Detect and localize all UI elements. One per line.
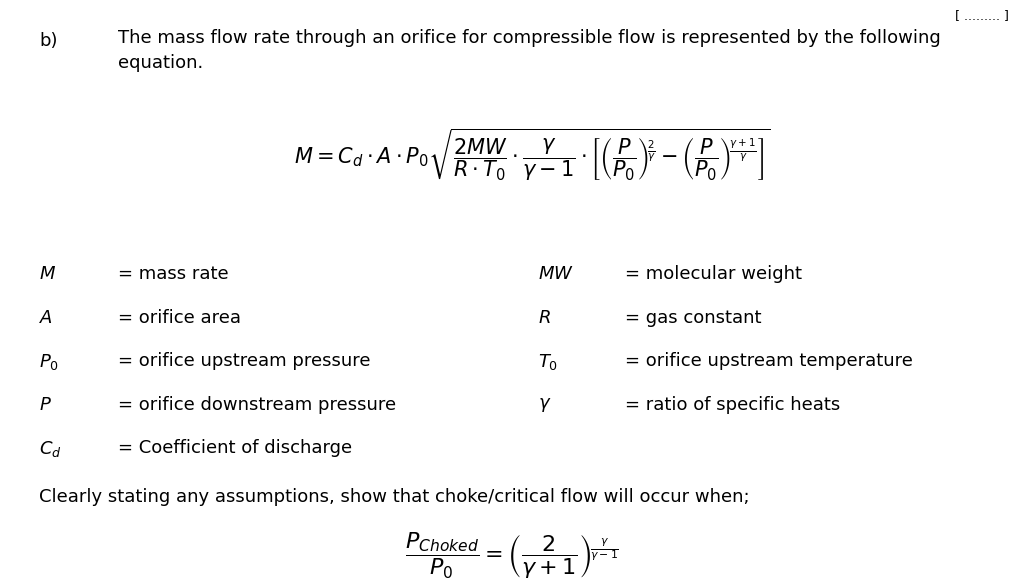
- Text: = gas constant: = gas constant: [625, 309, 761, 327]
- Text: = orifice upstream temperature: = orifice upstream temperature: [625, 352, 912, 370]
- Text: [ ......... ]: [ ......... ]: [954, 9, 1009, 22]
- Text: $P_0$: $P_0$: [39, 352, 59, 372]
- Text: = molecular weight: = molecular weight: [625, 265, 802, 284]
- Text: $\dfrac{P_{Choked}}{P_0} = \left(\dfrac{2}{\gamma + 1}\right)^{\!\frac{\gamma}{\: $\dfrac{P_{Choked}}{P_0} = \left(\dfrac{…: [406, 531, 618, 581]
- Text: The mass flow rate through an orifice for compressible flow is represented by th: The mass flow rate through an orifice fo…: [118, 29, 940, 48]
- Text: $T_0$: $T_0$: [538, 352, 558, 372]
- Text: $M = C_d \cdot A \cdot P_0 \sqrt{\dfrac{2MW}{R \cdot T_0} \cdot \dfrac{\gamma}{\: $M = C_d \cdot A \cdot P_0 \sqrt{\dfrac{…: [294, 127, 771, 184]
- Text: $R$: $R$: [538, 309, 550, 327]
- Text: = orifice downstream pressure: = orifice downstream pressure: [118, 396, 396, 414]
- Text: Clearly stating any assumptions, show that choke/critical flow will occur when;: Clearly stating any assumptions, show th…: [39, 488, 750, 507]
- Text: $MW$: $MW$: [538, 265, 573, 284]
- Text: = orifice upstream pressure: = orifice upstream pressure: [118, 352, 371, 370]
- Text: $A$: $A$: [39, 309, 53, 327]
- Text: = Coefficient of discharge: = Coefficient of discharge: [118, 439, 352, 457]
- Text: $M$: $M$: [39, 265, 56, 284]
- Text: b): b): [39, 32, 57, 50]
- Text: $C_d$: $C_d$: [39, 439, 61, 459]
- Text: equation.: equation.: [118, 54, 203, 72]
- Text: = orifice area: = orifice area: [118, 309, 241, 327]
- Text: $\gamma$: $\gamma$: [538, 396, 551, 414]
- Text: = ratio of specific heats: = ratio of specific heats: [625, 396, 840, 414]
- Text: = mass rate: = mass rate: [118, 265, 228, 284]
- Text: $P$: $P$: [39, 396, 52, 414]
